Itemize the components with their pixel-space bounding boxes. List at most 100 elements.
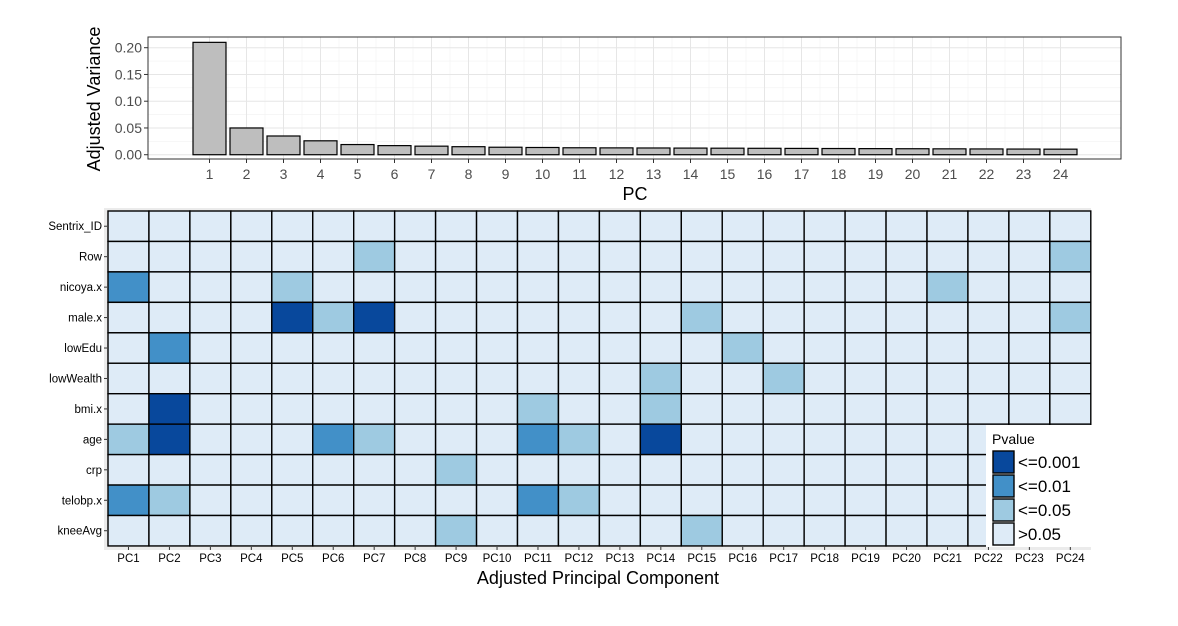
heatmap-cell <box>516 484 560 517</box>
heatmap-cell <box>844 453 887 486</box>
heatmap-cell <box>967 301 1010 334</box>
heatmap-row-label: Sentrix_ID <box>48 221 102 233</box>
bar-x-tick-label: 2 <box>243 166 251 182</box>
bar-22 <box>969 148 1004 156</box>
pvalue-legend: Pvalue <=0.001 <=0.01 <=0.05 >0.05 <box>986 425 1096 547</box>
heatmap-cell <box>271 271 314 304</box>
heatmap-cell <box>189 453 232 486</box>
heatmap-cell <box>434 393 478 425</box>
heatmap-cell <box>353 301 396 334</box>
heatmap-cell <box>148 240 191 273</box>
heatmap-cell <box>475 240 519 273</box>
heatmap-cell <box>189 240 232 273</box>
heatmap-cell <box>475 514 519 547</box>
heatmap-col-label: PC17 <box>769 553 798 565</box>
heatmap-cell <box>680 484 723 517</box>
heatmap-cell <box>107 423 150 456</box>
heatmap-col-label: PC21 <box>933 553 962 565</box>
heatmap-col-label: PC1 <box>117 553 139 565</box>
heatmap-cell <box>475 423 519 456</box>
heatmap-cell <box>1049 240 1092 273</box>
heatmap-cell <box>271 484 314 517</box>
heatmap-cell <box>885 484 928 517</box>
heatmap-cell <box>885 332 928 364</box>
heatmap-cell <box>393 484 437 517</box>
bar-x-tick-label: 21 <box>942 166 958 182</box>
heatmap-cell <box>803 484 846 517</box>
heatmap-cell <box>516 393 560 425</box>
heatmap-cell <box>393 362 437 395</box>
heatmap-cell <box>639 453 682 486</box>
heatmap-col-label: PC23 <box>1015 553 1044 565</box>
legend-label: >0.05 <box>1018 525 1061 544</box>
heatmap-cell <box>680 453 723 486</box>
heatmap-cell <box>639 210 682 243</box>
heatmap-col-label: PC8 <box>404 553 426 565</box>
legend-swatch <box>992 474 1015 498</box>
heatmap-cell <box>516 210 560 243</box>
heatmap-cell <box>557 453 601 486</box>
heatmap-cell <box>557 240 601 273</box>
heatmap-cell <box>1008 210 1051 243</box>
heatmap-cell <box>926 210 969 243</box>
heatmap-cell <box>1049 362 1092 395</box>
bar-8 <box>451 146 486 156</box>
bar-14 <box>673 147 708 156</box>
heatmap-cell <box>721 301 764 334</box>
bar-x-tick-label: 7 <box>428 166 436 182</box>
bar-5 <box>340 143 375 156</box>
heatmap-cell <box>148 484 191 517</box>
heatmap-cell <box>393 301 437 334</box>
bar-x-tick-label: 23 <box>1016 166 1032 182</box>
heatmap-cell <box>148 332 191 364</box>
heatmap-cell <box>312 484 355 517</box>
heatmap-col-label: PC5 <box>281 553 303 565</box>
bar-x-tick-label: 4 <box>317 166 325 182</box>
heatmap-cell <box>598 240 642 273</box>
heatmap-cell <box>353 332 396 364</box>
heatmap-cell <box>271 514 314 547</box>
heatmap-cell <box>803 514 846 547</box>
heatmap-cell <box>434 514 478 547</box>
heatmap-cell <box>557 210 601 243</box>
heatmap-cell <box>885 301 928 334</box>
heatmap-row-label: male.x <box>68 313 102 325</box>
bar-x-axis: 1 2 3 4 5 6 7 8 9 10 11 12 13 14 15 16 17 18 19 20 21 22 23 24 <box>206 159 1068 182</box>
heatmap-cell <box>148 362 191 395</box>
bar-x-tick-label: 20 <box>905 166 921 182</box>
heatmap-cell <box>1049 210 1092 243</box>
heatmap-cell <box>107 332 150 364</box>
heatmap-row-label: telobp.x <box>62 495 103 507</box>
heatmap-col-label: PC4 <box>240 553 263 565</box>
heatmap-row-label: nicoya.x <box>60 282 102 294</box>
heatmap-cell <box>844 423 887 456</box>
heatmap-cell <box>762 332 805 364</box>
heatmap-cell <box>148 423 191 456</box>
heatmap-cell <box>885 514 928 547</box>
heatmap-cell <box>516 271 560 304</box>
heatmap-cell <box>516 514 560 547</box>
heatmap-cell <box>353 423 396 456</box>
heatmap-cell <box>230 362 273 395</box>
heatmap-cell <box>353 271 396 304</box>
heatmap-cell <box>434 453 478 486</box>
bar-3 <box>266 135 301 156</box>
bar-y-tick-label: 0.00 <box>115 147 142 163</box>
heatmap-cell <box>598 362 642 395</box>
heatmap-cell <box>844 301 887 334</box>
heatmap-cell <box>803 393 846 425</box>
heatmap-cell <box>967 271 1010 304</box>
heatmap-cell <box>762 453 805 486</box>
heatmap-cell <box>762 423 805 456</box>
heatmap-cell <box>926 423 969 456</box>
heatmap-cell <box>230 240 273 273</box>
bar-x-tick-label: 10 <box>535 166 551 182</box>
heatmap-cell <box>967 362 1010 395</box>
heatmap-cell <box>353 514 396 547</box>
heatmap-cell <box>1008 240 1051 273</box>
heatmap-cell <box>598 301 642 334</box>
heatmap-cell <box>639 514 682 547</box>
heatmap-cell <box>107 514 150 547</box>
heatmap-cell <box>926 484 969 517</box>
